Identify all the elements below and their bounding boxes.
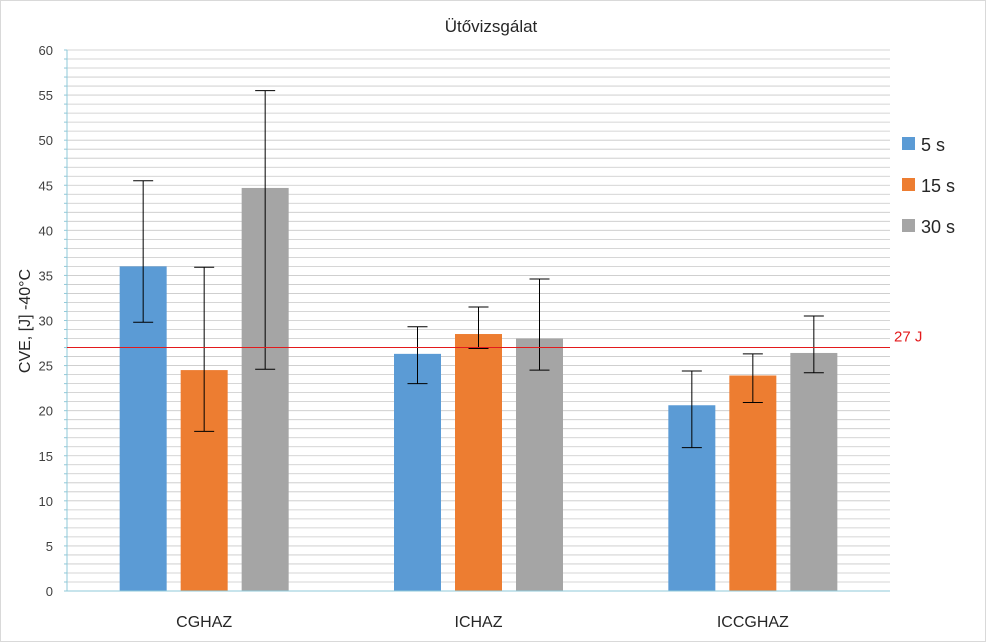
bar xyxy=(729,375,777,591)
legend-swatch xyxy=(902,178,915,191)
bar xyxy=(790,352,838,591)
y-tick-label: 50 xyxy=(39,133,53,148)
legend-swatch xyxy=(902,137,915,150)
chart-title: Ütővizsgálat xyxy=(445,17,538,36)
y-tick-label: 45 xyxy=(39,178,53,193)
bar xyxy=(455,334,502,591)
y-tick-label: 15 xyxy=(39,449,53,464)
y-tick-label: 0 xyxy=(46,584,53,599)
reference-line-label: 27 J xyxy=(894,329,922,346)
legend-label: 5 s xyxy=(921,135,945,155)
x-category-label: CGHAZ xyxy=(176,614,232,631)
bar xyxy=(394,353,441,591)
y-tick-label: 60 xyxy=(39,43,53,58)
legend-label: 15 s xyxy=(921,176,955,196)
y-tick-label: 40 xyxy=(39,223,53,238)
y-tick-label: 35 xyxy=(39,268,53,283)
legend-label: 30 s xyxy=(921,217,955,237)
y-tick-label: 20 xyxy=(39,404,53,419)
bar xyxy=(516,338,563,591)
y-tick-label: 55 xyxy=(39,88,53,103)
x-category-label: ICCGHAZ xyxy=(717,614,789,631)
y-axis-label: CVE, [J] -40°C xyxy=(17,269,34,373)
y-tick-label: 5 xyxy=(46,539,53,554)
y-tick-label: 10 xyxy=(39,494,53,509)
y-tick-label: 25 xyxy=(39,359,53,374)
x-category-label: ICHAZ xyxy=(455,614,503,631)
y-tick-label: 30 xyxy=(39,314,53,329)
legend-swatch xyxy=(902,219,915,232)
